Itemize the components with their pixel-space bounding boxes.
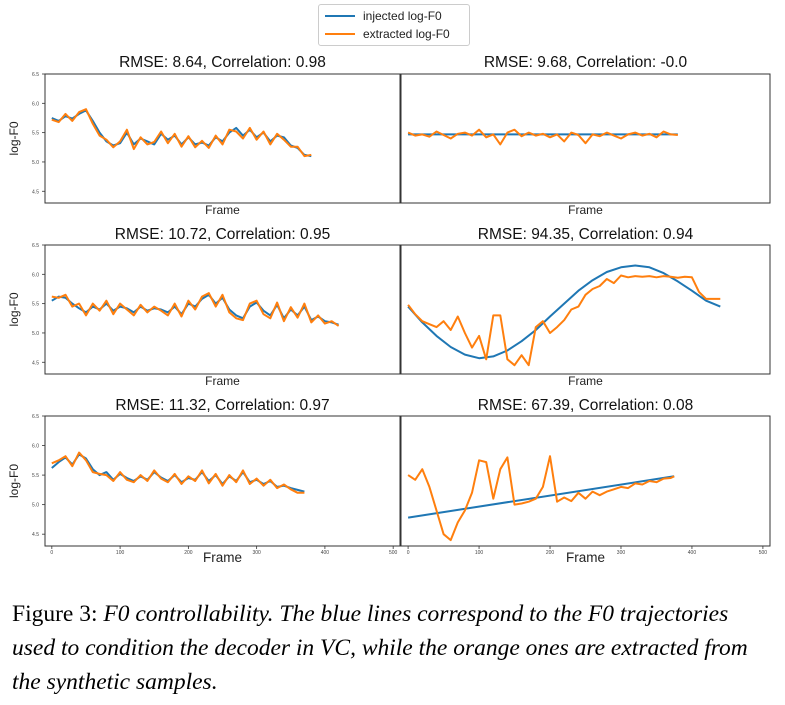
x-tick-label: 0: [407, 550, 410, 556]
x-tick-label: 100: [475, 550, 484, 556]
series-line-extracted: [407, 455, 675, 542]
chart-title: RMSE: 94.35, Correlation: 0.94: [478, 226, 694, 243]
figure-panels: RMSE: 8.64, Correlation: 0.98 Frame log-F0…: [7, 54, 771, 565]
x-tick-label: 0: [50, 550, 53, 556]
y-tick-label: 6.0: [32, 101, 39, 107]
y-tick-label: 6.5: [32, 414, 39, 420]
y-axis-label: log-F0: [7, 464, 21, 498]
x-axis-label: Frame: [566, 550, 605, 565]
chart-title: RMSE: 11.32, Correlation: 0.97: [115, 397, 329, 414]
chart-title: RMSE: 9.68, Correlation: -0.0: [484, 54, 688, 71]
plot-frame: [400, 244, 771, 375]
caption-text: F0 controllability. The blue lines corre…: [12, 601, 748, 695]
legend-line-injected: [325, 15, 355, 17]
x-tick-label: 300: [617, 550, 626, 556]
x-tick-label: 400: [688, 550, 697, 556]
x-tick-label: 500: [389, 550, 398, 556]
y-tick-label: 5.0: [32, 503, 39, 509]
plot-frame: [400, 73, 771, 204]
y-tick-label: 5.0: [32, 331, 39, 337]
y-tick-label: 6.5: [32, 243, 39, 249]
series-line-injected: [407, 264, 721, 360]
series-line-injected: [407, 475, 675, 519]
chart-title: RMSE: 67.39, Correlation: 0.08: [478, 397, 693, 414]
series-line-extracted: [51, 292, 340, 327]
y-axis-label: log-F0: [7, 292, 21, 326]
y-tick-label: 5.5: [32, 302, 39, 308]
x-axis-label: Frame: [568, 203, 603, 217]
x-axis-label: Frame: [205, 374, 240, 388]
y-tick-label: 4.5: [32, 360, 39, 366]
plot-frame: [44, 415, 401, 547]
plot-frame: [400, 415, 771, 547]
legend-label-extracted: extracted log-F0: [363, 27, 450, 41]
x-axis-label: Frame: [205, 203, 240, 217]
y-tick-label: 6.0: [32, 272, 39, 278]
x-tick-label: 200: [184, 550, 193, 556]
series-line-extracted: [407, 274, 721, 367]
plot-frame: [44, 73, 401, 204]
y-tick-label: 4.5: [32, 189, 39, 195]
y-axis-label: log-F0: [7, 121, 21, 155]
chart-legend: injected log-F0 extracted log-F0: [318, 4, 470, 46]
x-tick-label: 500: [759, 550, 768, 556]
y-tick-label: 4.5: [32, 532, 39, 538]
x-axis-label: Frame: [203, 550, 242, 565]
legend-label-injected: injected log-F0: [363, 9, 442, 23]
x-tick-label: 200: [546, 550, 555, 556]
series-line-extracted: [51, 108, 312, 158]
y-tick-label: 5.5: [32, 131, 39, 137]
y-tick-label: 5.5: [32, 473, 39, 479]
legend-item-extracted: extracted log-F0: [325, 26, 450, 42]
series-line-extracted: [51, 451, 305, 494]
chart-title: RMSE: 8.64, Correlation: 0.98: [119, 54, 326, 71]
series-line-extracted: [407, 128, 678, 146]
y-tick-label: 6.0: [32, 444, 39, 450]
x-tick-label: 300: [252, 550, 261, 556]
x-axis-label: Frame: [568, 374, 603, 388]
series-line-injected: [51, 453, 305, 493]
plot-frame: [44, 244, 401, 375]
caption-prefix: Figure 3:: [12, 601, 104, 627]
figure-caption: Figure 3: F0 controllability. The blue l…: [12, 597, 777, 699]
y-tick-label: 5.0: [32, 160, 39, 166]
x-tick-label: 400: [321, 550, 330, 556]
x-tick-label: 100: [116, 550, 125, 556]
chart-title: RMSE: 10.72, Correlation: 0.95: [115, 226, 330, 243]
legend-line-extracted: [325, 33, 355, 35]
legend-item-injected: injected log-F0: [325, 8, 442, 24]
y-tick-label: 6.5: [32, 72, 39, 78]
